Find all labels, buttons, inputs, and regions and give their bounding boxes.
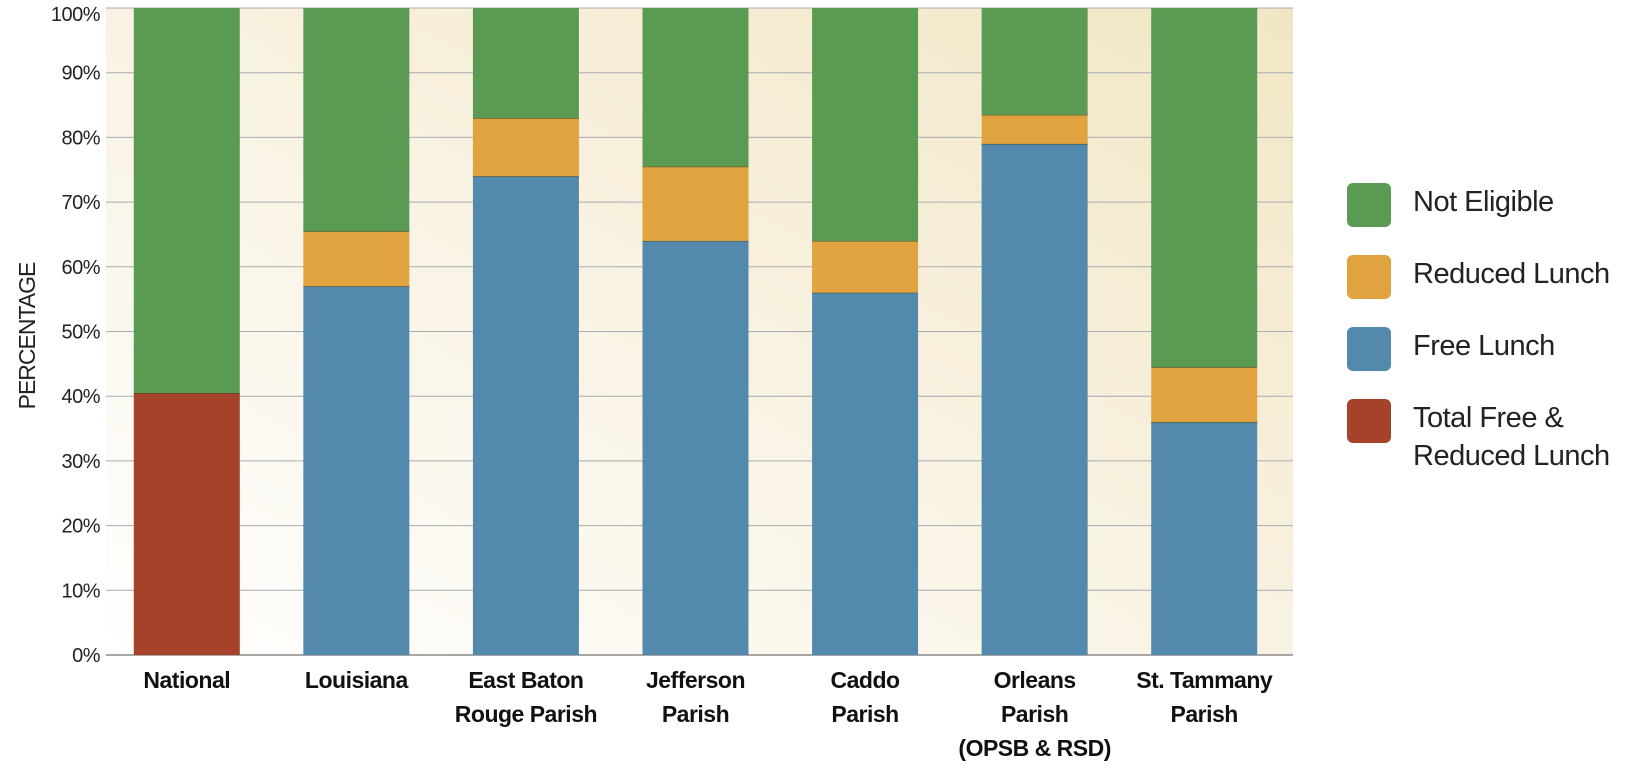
y-tick-label: 80%	[61, 127, 100, 149]
x-tick-label: East Baton Rouge Parish	[455, 667, 597, 727]
legend-swatch-reduced-lunch	[1347, 255, 1391, 299]
bar-segment-reduced-lunch	[642, 166, 749, 241]
x-tick-label: National	[143, 667, 230, 693]
legend-swatch-not-eligible	[1347, 183, 1391, 227]
bar-segment-not-eligible	[303, 8, 410, 232]
y-axis-ticks: 0% 10% 20% 30% 40% 50% 60% 70% 80% 90% 100%	[51, 4, 101, 667]
y-axis-label: PERCENTAGE	[14, 262, 40, 409]
legend: Not Eligible Reduced Lunch Free Lunch To…	[1347, 183, 1637, 503]
legend-swatch-total-free-reduced	[1347, 399, 1391, 443]
legend-label-total-free-reduced: Total Free & Reduced Lunch	[1413, 402, 1610, 472]
legend-item-not-eligible: Not Eligible	[1347, 183, 1637, 227]
y-tick-label: 100%	[51, 4, 101, 26]
bar-segment-free-lunch	[1151, 422, 1258, 655]
bar-segment-not-eligible	[472, 8, 579, 118]
bar-segment-free-lunch	[303, 286, 410, 655]
y-tick-label: 90%	[61, 63, 100, 85]
y-tick-label: 20%	[61, 516, 100, 538]
bar-segment-not-eligible	[981, 8, 1088, 115]
y-tick-label: 30%	[61, 451, 100, 473]
legend-item-reduced-lunch: Reduced Lunch	[1347, 255, 1637, 299]
x-tick-label: Jefferson Parish	[646, 667, 745, 727]
bar-segment-free-lunch	[812, 292, 919, 655]
legend-swatch-free-lunch	[1347, 327, 1391, 371]
bar-segment-free-lunch	[642, 240, 749, 656]
bar-segment-reduced-lunch	[812, 240, 919, 293]
x-tick-label: Caddo Parish	[831, 667, 901, 727]
y-tick-label: 50%	[61, 322, 100, 344]
legend-item-total-free-reduced: Total Free & Reduced Lunch	[1347, 399, 1637, 475]
legend-label-not-eligible: Not Eligible	[1413, 186, 1554, 218]
y-tick-label: 10%	[61, 580, 100, 602]
bar-segment-reduced-lunch	[303, 231, 410, 287]
bar-segment-not-eligible	[812, 8, 919, 241]
bar-segment-not-eligible	[642, 8, 749, 167]
bar-segment-free-lunch	[981, 143, 1088, 655]
x-axis-ticks: National Louisiana East Baton Rouge Parish J…	[143, 667, 1273, 761]
bar-segment-reduced-lunch	[981, 114, 1088, 144]
x-tick-label: Orleans Parish (OPSB & RSD)	[958, 667, 1110, 761]
x-tick-label: Louisiana	[305, 667, 409, 693]
x-tick-label: St. Tammany Parish	[1136, 667, 1273, 727]
bar-segment-not-eligible	[1151, 8, 1258, 368]
bar-segment-not-eligible	[133, 8, 240, 393]
bar-segment-total-free-reduced	[133, 392, 240, 655]
legend-label-reduced-lunch: Reduced Lunch	[1413, 258, 1610, 290]
bar-segment-reduced-lunch	[472, 117, 579, 177]
y-tick-label: 60%	[61, 257, 100, 279]
y-tick-label: 0%	[72, 645, 101, 667]
bar-segment-free-lunch	[472, 176, 579, 655]
y-tick-label: 70%	[61, 192, 100, 214]
y-tick-label: 40%	[61, 386, 100, 408]
bar-segment-reduced-lunch	[1151, 367, 1258, 423]
legend-label-free-lunch: Free Lunch	[1413, 330, 1555, 362]
bars	[133, 8, 1258, 656]
legend-item-free-lunch: Free Lunch	[1347, 327, 1637, 371]
